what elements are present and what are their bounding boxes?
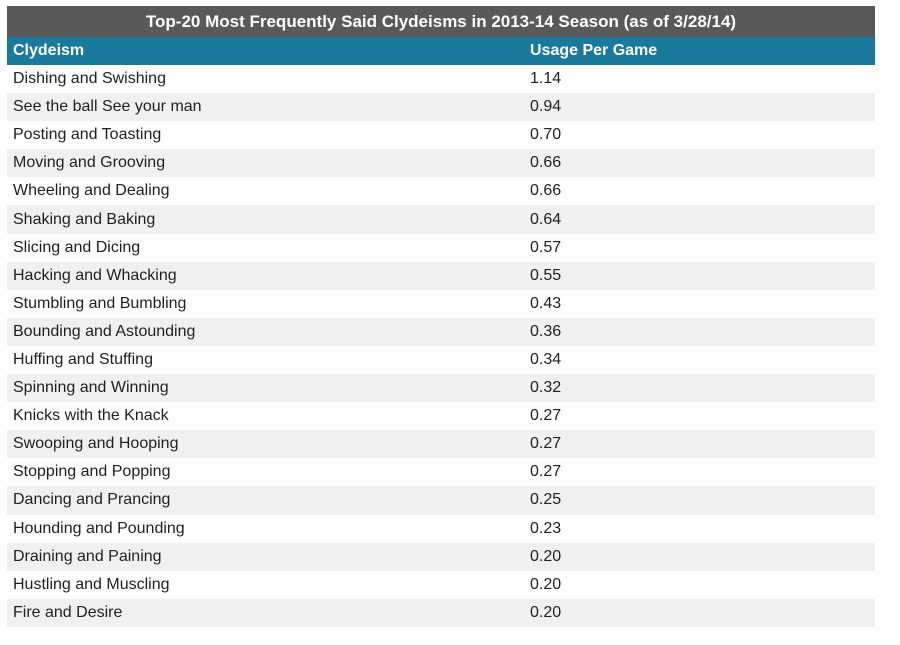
usage-per-game-cell: 0.27 — [530, 435, 562, 453]
clydeism-cell: Draining and Paining — [13, 547, 162, 565]
table-body: Dishing and Swishing 1.14 See the ball See… — [7, 65, 875, 627]
table-row: See the ball See your man 0.94 — [7, 93, 875, 122]
usage-per-game-cell: 0.20 — [530, 575, 562, 593]
clydeism-cell: Dancing and Prancing — [13, 491, 171, 509]
usage-per-game-cell: 0.25 — [530, 491, 562, 509]
clydeism-cell: Dishing and Swishing — [13, 70, 166, 88]
table-row: Draining and Paining 0.20 — [7, 542, 875, 571]
column-header-usage-per-game: Usage Per Game — [530, 42, 658, 59]
clydeism-cell: Stumbling and Bumbling — [13, 294, 187, 312]
usage-per-game-cell: 0.34 — [530, 350, 562, 368]
table-row: Stumbling and Bumbling 0.43 — [7, 289, 875, 318]
table-row: Swooping and Hooping 0.27 — [7, 430, 875, 459]
clydeism-cell: Posting and Toasting — [13, 126, 162, 144]
table-title: Top-20 Most Frequently Said Clydeisms in… — [7, 6, 875, 37]
clydeism-cell: Hustling and Muscling — [13, 575, 170, 593]
usage-per-game-cell: 0.27 — [530, 407, 562, 425]
usage-per-game-cell: 0.20 — [530, 603, 562, 621]
usage-per-game-cell: 0.23 — [530, 519, 562, 537]
table-header-row: Clydeism Usage Per Game — [7, 37, 875, 65]
table-row: Dancing and Prancing 0.25 — [7, 486, 875, 515]
table-row: Huffing and Stuffing 0.34 — [7, 345, 875, 375]
clydeism-cell: Bounding and Astounding — [13, 322, 196, 340]
table-row: Fire and Desire 0.20 — [7, 598, 875, 627]
clydeism-cell: Swooping and Hooping — [13, 435, 179, 453]
usage-per-game-cell: 0.64 — [530, 210, 562, 228]
clydeism-cell: Hounding and Pounding — [13, 519, 185, 537]
table-row: Hacking and Whacking 0.55 — [7, 261, 875, 290]
usage-per-game-cell: 0.57 — [530, 238, 562, 256]
clydeism-cell: See the ball See your man — [13, 98, 202, 116]
usage-per-game-cell: 0.32 — [530, 379, 562, 397]
table-row: Hustling and Muscling 0.20 — [7, 570, 875, 599]
usage-per-game-cell: 1.14 — [530, 70, 562, 88]
clydeism-cell: Shaking and Baking — [13, 210, 156, 228]
table-row: Hounding and Pounding 0.23 — [7, 514, 875, 543]
table-row: Moving and Grooving 0.66 — [7, 149, 875, 178]
usage-per-game-cell: 0.70 — [530, 126, 562, 144]
clydeism-cell: Knicks with the Knack — [13, 407, 169, 425]
usage-per-game-cell: 0.27 — [530, 463, 562, 481]
table-row: Posting and Toasting 0.70 — [7, 121, 875, 150]
usage-per-game-cell: 0.66 — [530, 154, 562, 172]
table-row: Wheeling and Dealing 0.66 — [7, 177, 875, 206]
clydeism-cell: Hacking and Whacking — [13, 266, 177, 284]
table-row: Bounding and Astounding 0.36 — [7, 317, 875, 346]
usage-per-game-cell: 0.55 — [530, 266, 562, 284]
table-row: Knicks with the Knack 0.27 — [7, 402, 875, 431]
clydeism-cell: Moving and Grooving — [13, 154, 166, 172]
column-header-clydeism: Clydeism — [13, 42, 85, 59]
table-row: Stopping and Popping 0.27 — [7, 458, 875, 487]
clydeism-cell: Slicing and Dicing — [13, 238, 141, 256]
table-row: Shaking and Baking 0.64 — [7, 205, 875, 234]
clydeism-cell: Stopping and Popping — [13, 463, 171, 481]
usage-per-game-cell: 0.94 — [530, 98, 562, 116]
table-row: Dishing and Swishing 1.14 — [7, 65, 875, 94]
table-row: Spinning and Winning 0.32 — [7, 374, 875, 403]
usage-per-game-cell: 0.66 — [530, 182, 562, 200]
table-row: Slicing and Dicing 0.57 — [7, 233, 875, 262]
clydeism-cell: Fire and Desire — [13, 603, 123, 621]
clydeism-cell: Huffing and Stuffing — [13, 350, 153, 368]
clydeism-cell: Wheeling and Dealing — [13, 182, 170, 200]
usage-per-game-cell: 0.43 — [530, 294, 562, 312]
clydeisms-table: Top-20 Most Frequently Said Clydeisms in… — [7, 6, 875, 627]
usage-per-game-cell: 0.20 — [530, 547, 562, 565]
usage-per-game-cell: 0.36 — [530, 322, 562, 340]
clydeism-cell: Spinning and Winning — [13, 379, 169, 397]
